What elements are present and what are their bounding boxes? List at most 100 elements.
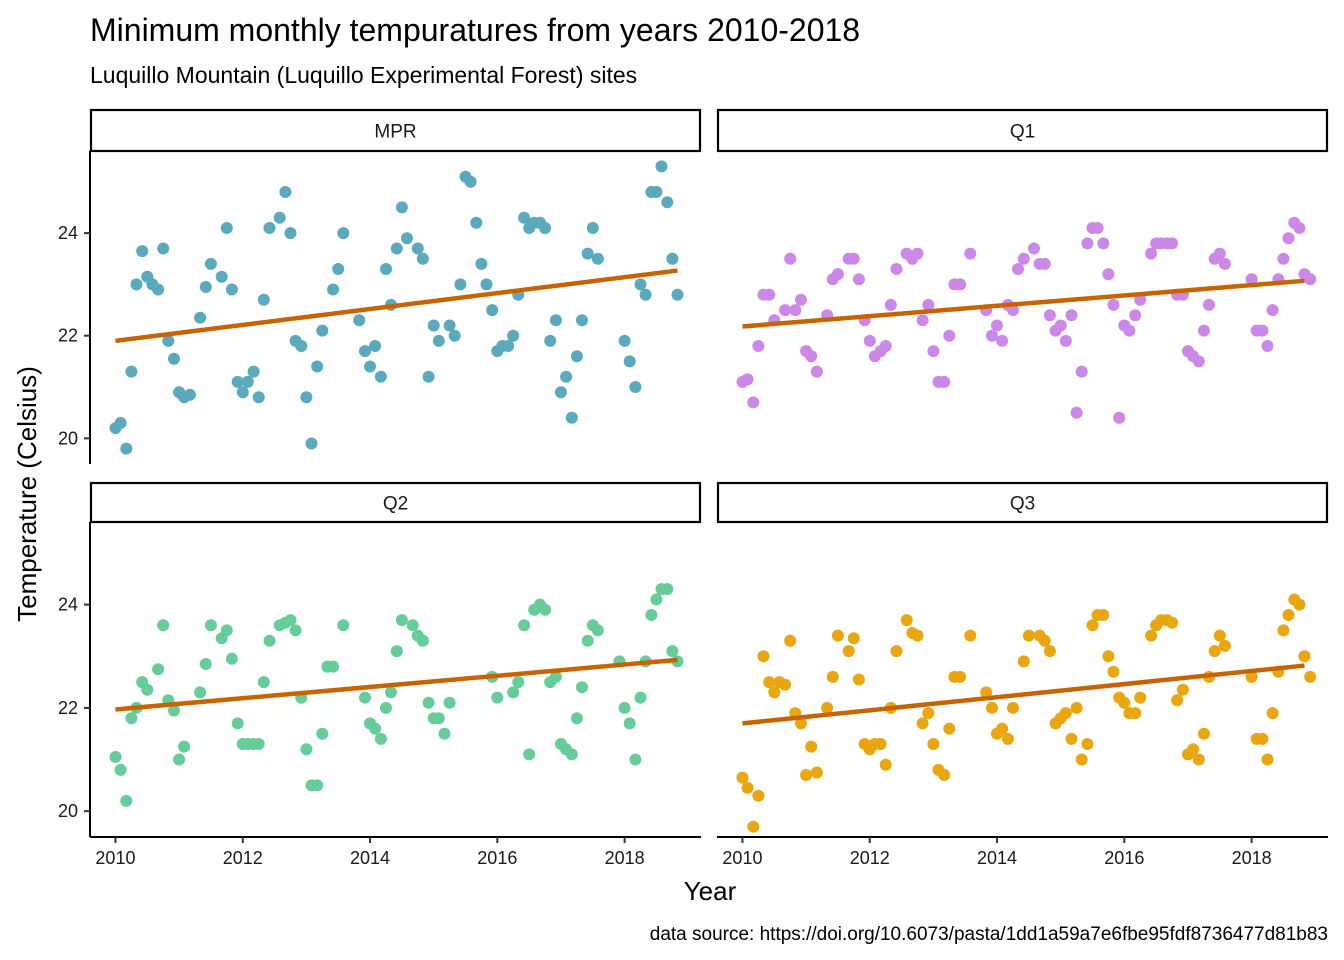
data-point-q1-26 (890, 263, 903, 275)
data-point-q3-40 (980, 686, 993, 699)
data-point-q3-56 (1075, 753, 1088, 766)
data-point-q2-55 (491, 691, 504, 704)
data-point-q1-68 (1145, 247, 1158, 260)
data-point-mpr-79 (570, 350, 583, 363)
data-point-q3-32 (922, 707, 935, 720)
data-point-mpr-10 (162, 334, 175, 347)
data-point-q1-10 (795, 293, 807, 306)
data-point-mpr-91 (655, 160, 668, 173)
data-point-q1-1 (741, 373, 754, 386)
data-point-q1-56 (1075, 365, 1088, 378)
data-point-q3-3 (752, 789, 765, 802)
y-tick-label-mpr-22: 22 (58, 326, 78, 346)
data-point-q3-80 (1208, 645, 1221, 658)
data-source-caption: data source: https://doi.org/10.6073/pas… (650, 924, 1328, 945)
data-point-mpr-94 (671, 288, 684, 301)
data-point-q2-68 (570, 712, 583, 725)
data-point-q3-77 (1192, 753, 1205, 766)
data-point-q2-10 (168, 704, 180, 717)
panel-mpr: MPR 20 22 24 (58, 108, 702, 464)
data-point-q1-63 (1113, 411, 1126, 424)
data-point-q1-45 (1012, 263, 1024, 275)
strip-label-mpr: MPR (374, 122, 416, 143)
y-axis-title: Temperature (Celsius) (12, 366, 42, 622)
data-point-q2-0 (109, 751, 122, 763)
data-point-q3-89 (1277, 624, 1290, 637)
data-point-mpr-44 (374, 370, 387, 383)
y-tick-label-q2-22: 22 (58, 698, 78, 718)
data-point-q3-61 (1102, 650, 1115, 663)
data-point-q2-11 (173, 753, 186, 766)
data-point-q2-14 (199, 658, 212, 670)
data-point-mpr-23 (241, 375, 254, 388)
data-point-q3-45 (1007, 701, 1019, 714)
data-point-q1-24 (879, 340, 892, 352)
data-point-q3-68 (1145, 629, 1158, 642)
data-point-q3-90 (1282, 609, 1295, 621)
data-point-q1-87 (1266, 304, 1279, 317)
data-point-q2-44 (390, 645, 403, 658)
data-point-q1-18 (847, 252, 860, 265)
data-point-mpr-83 (591, 252, 604, 265)
data-point-q3-78 (1197, 727, 1210, 740)
data-point-q1-53 (1059, 334, 1072, 347)
data-point-q3-0 (736, 771, 749, 784)
data-point-q3-55 (1070, 701, 1083, 714)
data-point-mpr-67 (507, 329, 520, 342)
data-point-mpr-39 (337, 227, 350, 240)
data-point-q2-67 (565, 748, 578, 761)
data-point-mpr-34 (305, 437, 318, 450)
data-point-q2-7 (152, 663, 165, 676)
data-point-mpr-75 (549, 314, 562, 327)
data-point-q3-24 (874, 738, 887, 750)
data-point-q2-83 (666, 645, 679, 658)
data-point-q1-54 (1065, 309, 1078, 322)
data-point-mpr-8 (152, 283, 165, 296)
data-point-q3-4 (757, 650, 770, 663)
data-point-q3-43 (996, 722, 1009, 735)
data-point-q3-60 (1097, 609, 1110, 621)
data-point-q1-81 (1213, 247, 1226, 260)
data-point-mpr-87 (634, 278, 647, 291)
data-point-mpr-60 (470, 216, 483, 229)
data-point-mpr-24 (247, 365, 260, 378)
data-point-q2-49 (422, 696, 435, 709)
data-point-mpr-69 (518, 211, 531, 224)
data-point-q3-67 (1134, 691, 1147, 704)
data-point-mpr-47 (390, 242, 403, 255)
data-point-q3-76 (1187, 743, 1200, 756)
panel-q2: Q2 20 22 24 2010 2012 2014 2016 2018 (58, 481, 702, 868)
data-point-mpr-32 (295, 340, 308, 352)
strip-label-q1: Q1 (1010, 122, 1035, 143)
data-point-mpr-25 (252, 391, 265, 404)
data-point-q1-16 (831, 268, 844, 281)
data-point-mpr-9 (157, 242, 170, 255)
data-point-q1-57 (1081, 237, 1094, 250)
x-tick-label-q2-2010: 2010 (95, 848, 135, 868)
data-point-q3-47 (1022, 629, 1035, 642)
data-point-mpr-50 (411, 242, 424, 255)
data-point-q3-93 (1298, 650, 1311, 663)
x-tick-label-q3-2014: 2014 (977, 848, 1017, 868)
data-point-q1-67 (1134, 293, 1147, 306)
data-point-q3-81 (1213, 629, 1226, 642)
data-point-mpr-54 (432, 334, 445, 347)
data-point-mpr-43 (369, 340, 382, 352)
strip-q1 (716, 108, 1329, 153)
data-point-mpr-85 (623, 355, 636, 368)
data-point-q3-6 (768, 686, 781, 699)
data-point-mpr-26 (257, 293, 270, 306)
data-point-q2-79 (645, 609, 658, 621)
data-point-q1-59 (1091, 222, 1104, 234)
data-point-mpr-88 (639, 288, 652, 301)
data-point-q3-66 (1129, 707, 1142, 720)
data-point-mpr-84 (618, 334, 631, 347)
data-point-mpr-82 (586, 222, 599, 234)
data-point-q3-62 (1107, 665, 1120, 678)
data-point-q2-34 (316, 727, 329, 740)
data-point-q3-13 (805, 740, 818, 753)
data-point-mpr-53 (427, 319, 440, 332)
data-point-q2-8 (157, 619, 170, 632)
data-point-q3-57 (1081, 738, 1094, 750)
